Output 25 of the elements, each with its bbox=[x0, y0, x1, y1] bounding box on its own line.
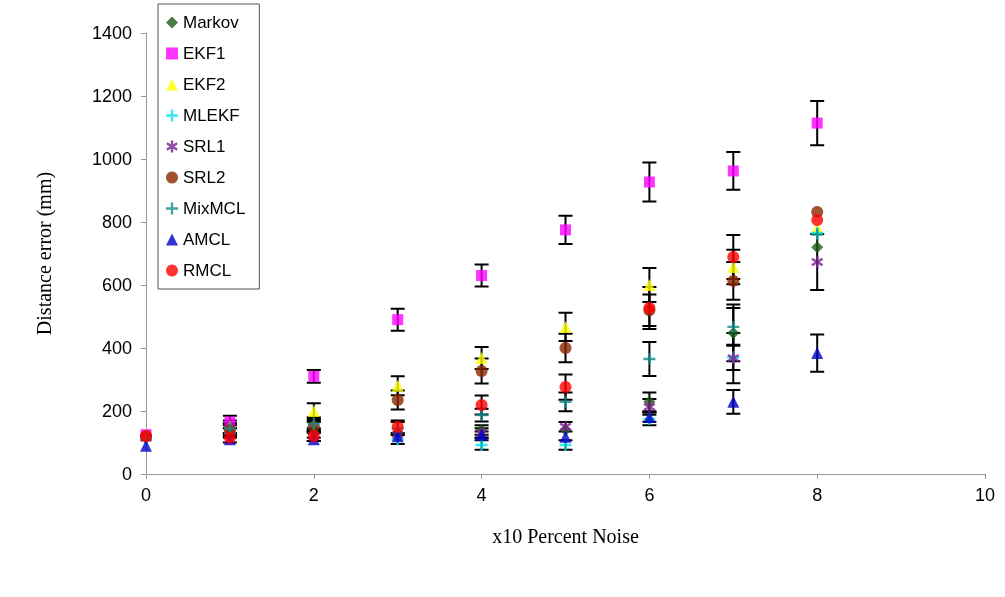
y-tick-label: 0 bbox=[121, 464, 132, 484]
legend-label: RMCL bbox=[183, 261, 232, 280]
y-tick-label: 1400 bbox=[91, 23, 132, 43]
legend-label: SRL1 bbox=[183, 137, 226, 156]
legend-label: MLEKF bbox=[183, 106, 240, 125]
x-tick-label: 8 bbox=[812, 485, 823, 505]
y-axis-title: Distance error (mm) bbox=[33, 171, 56, 336]
y-tick-label: 400 bbox=[101, 338, 132, 358]
x-tick-label: 6 bbox=[644, 485, 655, 505]
legend-label: Markov bbox=[183, 13, 240, 32]
x-tick-label: 10 bbox=[974, 485, 996, 505]
y-tick-label: 600 bbox=[101, 275, 132, 295]
y-tick-label: 200 bbox=[101, 401, 132, 421]
x-tick-label: 0 bbox=[140, 485, 152, 505]
x-tick-label: 2 bbox=[308, 485, 319, 505]
legend-label: EKF2 bbox=[183, 75, 226, 94]
y-tick-label: 800 bbox=[101, 212, 132, 232]
y-tick-label: 1200 bbox=[91, 86, 132, 106]
y-tick-label: 1000 bbox=[91, 149, 132, 169]
legend-label: SRL2 bbox=[183, 168, 226, 187]
legend-label: AMCL bbox=[183, 230, 231, 249]
legend-label: EKF1 bbox=[183, 44, 226, 63]
legend-label: MixMCL bbox=[183, 199, 246, 218]
x-tick-label: 4 bbox=[476, 485, 487, 505]
x-axis-title: x10 Percent Noise bbox=[492, 525, 639, 547]
